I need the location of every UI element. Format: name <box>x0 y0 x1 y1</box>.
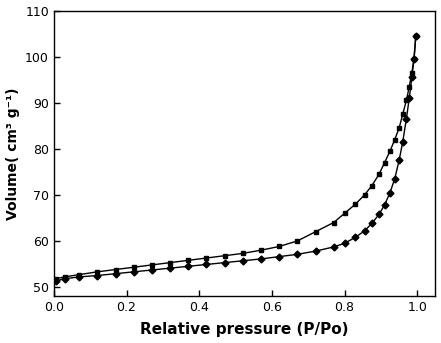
X-axis label: Relative pressure (P/Po): Relative pressure (P/Po) <box>140 322 349 338</box>
Y-axis label: Volume( cm³ g⁻¹): Volume( cm³ g⁻¹) <box>6 87 19 220</box>
